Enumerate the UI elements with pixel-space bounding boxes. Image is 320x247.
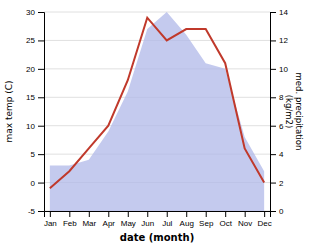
tick-mark bbox=[270, 183, 276, 184]
axis-line bbox=[38, 13, 45, 212]
y-axis: -5 0 5 10 15 20 25 30 bbox=[26, 8, 44, 216]
x-tick: Jan bbox=[44, 211, 57, 228]
x-tick: Sep bbox=[199, 211, 214, 228]
x-tick-label: Apr bbox=[103, 219, 116, 228]
y2-tick-label: 0 bbox=[279, 207, 284, 216]
y-tick: 10 bbox=[26, 122, 44, 131]
x-tick: Aug bbox=[180, 211, 194, 228]
y-tick: 15 bbox=[26, 93, 44, 102]
y2-tick: 4 bbox=[270, 150, 284, 159]
tick-mark bbox=[38, 183, 44, 184]
area bbox=[50, 12, 264, 211]
y2-tick-label: 10 bbox=[279, 65, 288, 74]
y2-tick-label: 6 bbox=[279, 122, 284, 131]
y2-tick: 14 bbox=[270, 8, 288, 17]
y-tick-label: 30 bbox=[26, 8, 35, 17]
tick-mark bbox=[69, 211, 70, 217]
y-tick-label: 5 bbox=[31, 150, 36, 159]
x-tick-label: Sep bbox=[199, 219, 214, 228]
y-tick: -5 bbox=[28, 207, 44, 216]
tick-mark bbox=[270, 97, 276, 98]
tick-mark bbox=[270, 40, 276, 41]
tick-mark bbox=[108, 211, 109, 217]
tick-mark bbox=[245, 211, 246, 217]
plot: Jan Feb Mar Apr May Jun Jul Aug Sep Oct Nov Dec -5 0 5… bbox=[26, 8, 288, 228]
y-tick-label: 10 bbox=[26, 122, 35, 131]
x-tick-label: Mar bbox=[82, 219, 96, 228]
axis-line bbox=[271, 13, 277, 212]
x-tick: Dec bbox=[258, 211, 272, 228]
tick-mark bbox=[186, 211, 187, 217]
tick-mark bbox=[128, 211, 129, 217]
y-tick: 0 bbox=[31, 179, 44, 188]
tick-mark bbox=[270, 154, 276, 155]
y-tick-label: 20 bbox=[26, 65, 35, 74]
tick-mark bbox=[270, 12, 276, 13]
y2-tick-label: 14 bbox=[279, 8, 288, 17]
y-tick-label: 25 bbox=[26, 36, 35, 45]
tick-mark bbox=[50, 211, 51, 217]
tick-mark bbox=[89, 211, 90, 217]
tick-mark bbox=[38, 154, 44, 155]
grid-line bbox=[44, 12, 270, 13]
x-tick: Jul bbox=[162, 211, 172, 228]
marks bbox=[50, 12, 264, 211]
y2-tick-label: 12 bbox=[279, 36, 288, 45]
tick-mark bbox=[167, 211, 168, 217]
y2-tick: 6 bbox=[270, 122, 284, 131]
tick-mark bbox=[264, 211, 265, 217]
y2-tick: 10 bbox=[270, 65, 288, 74]
x-tick: Feb bbox=[63, 211, 77, 228]
y-tick: 30 bbox=[26, 8, 44, 17]
y-tick-label: 15 bbox=[26, 93, 35, 102]
chart: Jan Feb Mar Apr May Jun Jul Aug Sep Oct Nov Dec -5 0 5… bbox=[0, 0, 320, 247]
x-tick-label: Jul bbox=[162, 219, 172, 228]
y2-tick: 8 bbox=[270, 93, 284, 102]
y2-axis-title: med. precipitation(kg/m2) bbox=[284, 73, 304, 151]
tick-mark bbox=[270, 211, 276, 212]
grid bbox=[44, 12, 270, 211]
y-tick-label: 0 bbox=[31, 179, 36, 188]
x-tick: Nov bbox=[238, 211, 252, 228]
axis-line bbox=[45, 212, 271, 218]
x-axis-title: date (month) bbox=[120, 232, 194, 243]
y2-tick: 0 bbox=[270, 207, 284, 216]
y-tick: 20 bbox=[26, 65, 44, 74]
y2-tick: 2 bbox=[270, 179, 284, 188]
x-tick: Oct bbox=[219, 211, 232, 228]
x-tick: May bbox=[121, 211, 136, 228]
tick-mark bbox=[38, 40, 44, 41]
x-tick-label: Nov bbox=[238, 219, 252, 228]
y-axis-title: max temp (C) bbox=[4, 80, 14, 142]
x-tick: Jun bbox=[141, 211, 154, 228]
tick-mark bbox=[147, 211, 148, 217]
y2-tick: 12 bbox=[270, 36, 288, 45]
x-tick: Mar bbox=[82, 211, 96, 228]
tick-mark bbox=[38, 211, 44, 212]
x-tick-label: Oct bbox=[219, 219, 232, 228]
x-tick-label: Jan bbox=[44, 219, 57, 228]
x-tick-label: Feb bbox=[63, 219, 77, 228]
x-axis: Jan Feb Mar Apr May Jun Jul Aug Sep Oct Nov Dec bbox=[44, 211, 272, 228]
tick-mark bbox=[38, 97, 44, 98]
y2-tick-label: 2 bbox=[279, 179, 284, 188]
tick-mark bbox=[270, 69, 276, 70]
y2-tick-label: 4 bbox=[279, 150, 284, 159]
x-tick-label: Dec bbox=[258, 219, 272, 228]
y-tick: 5 bbox=[31, 150, 44, 159]
y-tick-label: -5 bbox=[28, 207, 36, 216]
tick-mark bbox=[38, 69, 44, 70]
x-tick-label: Aug bbox=[180, 219, 194, 228]
x-tick: Apr bbox=[103, 211, 116, 228]
line bbox=[50, 18, 264, 189]
tick-mark bbox=[206, 211, 207, 217]
x-tick-label: May bbox=[121, 219, 136, 228]
x-tick-label: Jun bbox=[141, 219, 154, 228]
tick-mark bbox=[38, 126, 44, 127]
tick-mark bbox=[270, 126, 276, 127]
y2-tick-label: 8 bbox=[279, 93, 284, 102]
tick-mark bbox=[38, 12, 44, 13]
tick-mark bbox=[225, 211, 226, 217]
y-tick: 25 bbox=[26, 36, 44, 45]
